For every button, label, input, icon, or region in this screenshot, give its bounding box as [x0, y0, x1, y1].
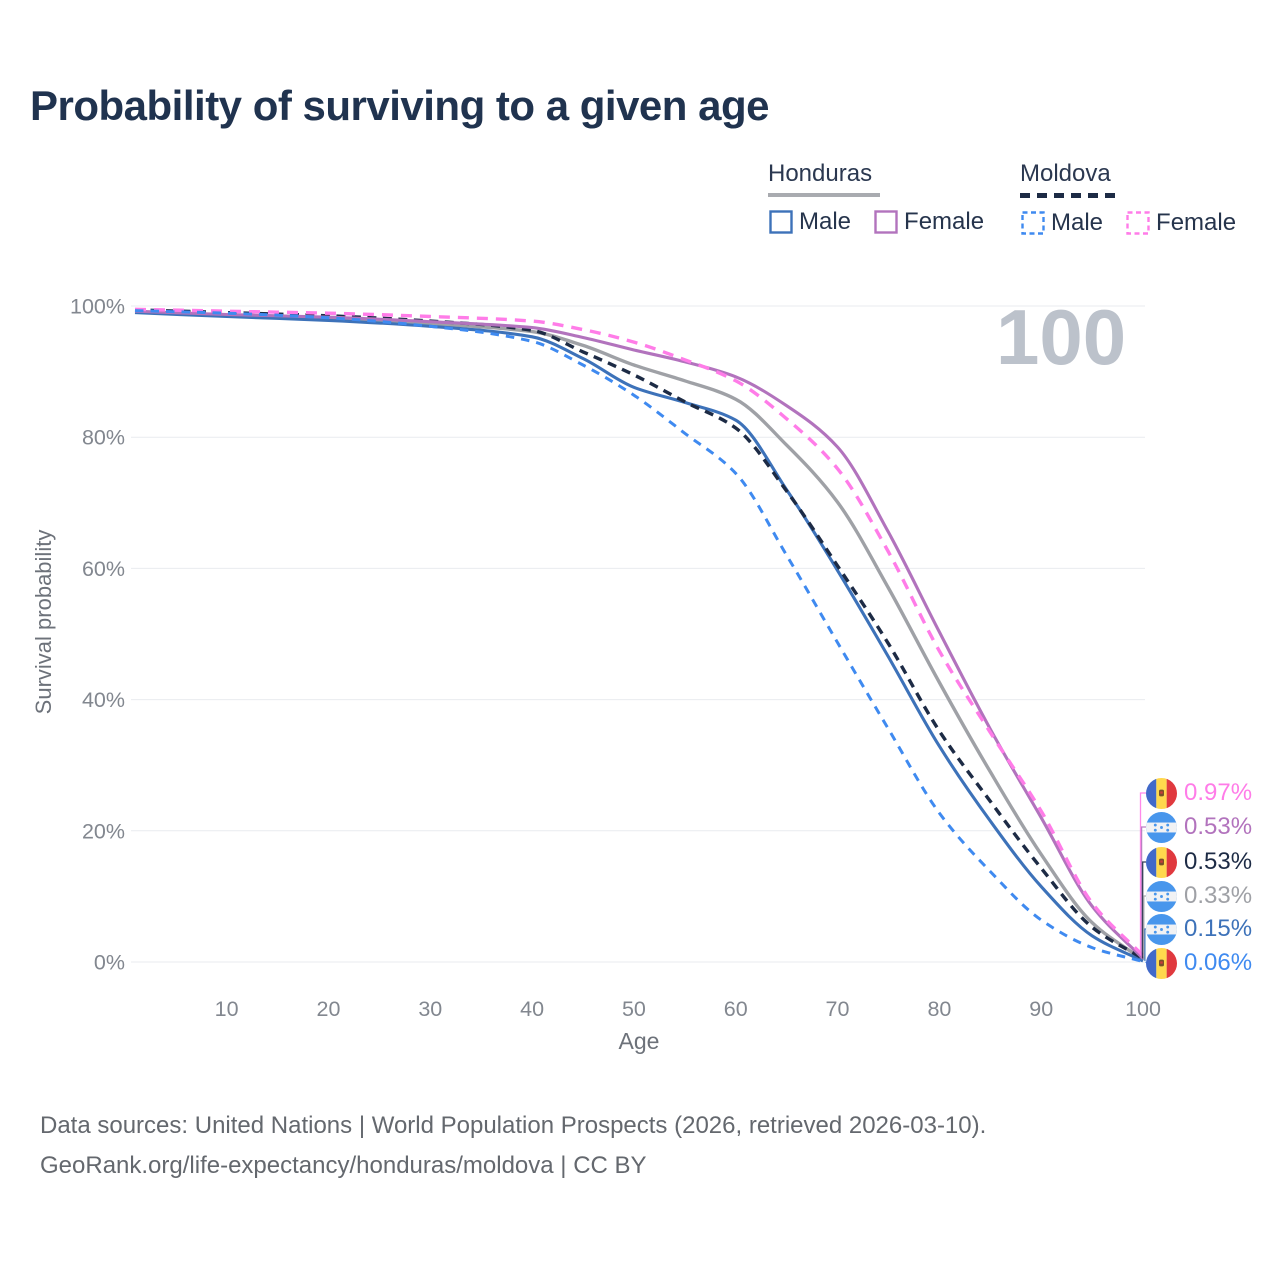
- x-tick-label-100: 100: [1125, 997, 1161, 1021]
- y-tick-label-100: 100%: [70, 295, 125, 319]
- series-line-moldova-male: [134, 309, 1144, 964]
- x-axis-title: Age: [618, 1028, 660, 1054]
- end-labels: 0.97% 0.53% 0.53% 0.33% 0.15% 0.06%: [1146, 0, 1280, 1280]
- end-connector-honduras-male: [1144, 928, 1146, 961]
- end-connector-moldova-female: [1139, 792, 1146, 956]
- x-tick-label-50: 50: [622, 997, 646, 1021]
- series-line-honduras-both-sexes: [134, 310, 1145, 962]
- end-label-moldova-male: 0.06%: [1146, 947, 1253, 979]
- end-label-value: 0.53%: [1184, 813, 1253, 840]
- y-tick-label-0: 0%: [94, 951, 125, 975]
- legend-item-moldova-female[interactable]: Female: [1125, 209, 1236, 237]
- legend-country-moldova: Moldova: [1020, 160, 1111, 187]
- end-label-honduras-male: 0.15%: [1146, 913, 1253, 945]
- end-label-moldova-female: 0.97%: [1146, 777, 1253, 809]
- legend-underline-dashed: [1020, 193, 1120, 198]
- legend-swatch-honduras-male: [769, 210, 793, 234]
- end-label-value: 0.33%: [1184, 882, 1253, 909]
- end-label-honduras-female: 0.53%: [1146, 811, 1253, 843]
- data-sources-line: Data sources: United Nations | World Pop…: [40, 1112, 987, 1139]
- y-tick-label-20: 20%: [82, 819, 125, 843]
- end-label-honduras-both-sexes: 0.33%: [1146, 880, 1253, 912]
- series-line-moldova-both-sexes: [134, 308, 1144, 960]
- chart-footer: Data sources: United Nations | World Pop…: [40, 1106, 986, 1187]
- series-line-honduras-female: [134, 309, 1145, 960]
- legend-label-male: Male: [1051, 209, 1104, 236]
- legend-swatch-moldova-female: [1126, 211, 1150, 235]
- legend-country-honduras: Honduras: [768, 160, 873, 187]
- end-label-value: 0.06%: [1184, 949, 1253, 976]
- end-label-value: 0.97%: [1184, 779, 1253, 806]
- x-tick-label-60: 60: [724, 997, 748, 1021]
- end-label-value: 0.15%: [1184, 915, 1253, 942]
- end-label-value: 0.53%: [1184, 848, 1253, 875]
- moldova-flag-icon: [1146, 777, 1177, 809]
- end-connector-moldova-both-sexes: [1142, 861, 1146, 959]
- x-tick-label-20: 20: [317, 997, 341, 1021]
- legend-label-male: Male: [799, 208, 852, 235]
- moldova-flag-icon: [1146, 846, 1177, 878]
- attribution-line: GeoRank.org/life-expectancy/honduras/mol…: [40, 1152, 647, 1180]
- legend-row-honduras: Male Female: [768, 208, 984, 236]
- legend-item-honduras-male[interactable]: Male: [768, 208, 851, 236]
- legend-underline-solid: [768, 193, 880, 197]
- legend-item-moldova-male[interactable]: Male: [1020, 209, 1103, 237]
- series-line-moldova-female: [134, 307, 1145, 957]
- legend-swatch-moldova-male: [1021, 211, 1045, 235]
- end-connector-honduras-female: [1140, 826, 1146, 959]
- legend-group-honduras: Honduras Male Female: [768, 160, 984, 236]
- legend-item-honduras-female[interactable]: Female: [873, 208, 984, 236]
- x-tick-label-90: 90: [1029, 997, 1053, 1021]
- age-counter-watermark: 100: [996, 293, 1127, 381]
- legend-group-moldova: Moldova Male Female: [1020, 160, 1236, 237]
- honduras-flag-icon: [1146, 880, 1177, 912]
- legend-label-female: Female: [904, 208, 985, 235]
- series-line-honduras-male: [134, 311, 1144, 963]
- honduras-flag-icon: [1146, 811, 1177, 843]
- x-tick-label-30: 30: [418, 997, 442, 1021]
- y-axis-title: Survival probability: [31, 529, 56, 715]
- legend-label-female: Female: [1156, 209, 1237, 236]
- end-connector-honduras-both-sexes: [1143, 895, 1146, 960]
- x-tick-label-40: 40: [520, 997, 544, 1021]
- x-tick-label-10: 10: [215, 997, 239, 1021]
- moldova-flag-icon: [1146, 947, 1177, 979]
- x-tick-label-70: 70: [826, 997, 850, 1021]
- x-tick-label-80: 80: [927, 997, 951, 1021]
- end-label-moldova-both-sexes: 0.53%: [1146, 846, 1253, 878]
- page-title: Probability of surviving to a given age: [30, 82, 769, 129]
- honduras-flag-icon: [1146, 913, 1177, 945]
- legend-row-moldova: Male Female: [1020, 209, 1236, 237]
- legend-swatch-honduras-female: [874, 210, 898, 234]
- y-tick-label-60: 60%: [82, 557, 125, 581]
- y-tick-label-40: 40%: [82, 688, 125, 712]
- y-tick-label-80: 80%: [82, 426, 125, 450]
